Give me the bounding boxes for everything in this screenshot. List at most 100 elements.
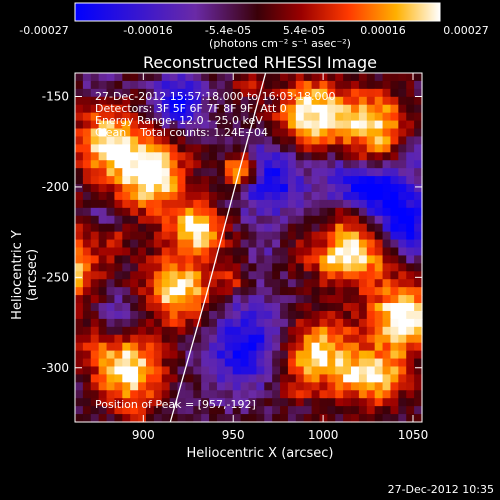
heatmap-cell <box>303 231 313 241</box>
heatmap-cell <box>209 104 218 114</box>
heatmap-cell <box>319 128 328 138</box>
heatmap-cell <box>327 80 336 90</box>
heatmap-cell <box>177 144 187 153</box>
heatmap-cell <box>232 120 242 130</box>
heatmap-cell <box>374 374 384 383</box>
heatmap-cell <box>106 144 116 153</box>
heatmap-cell <box>287 326 297 336</box>
heatmap-cell <box>264 160 273 169</box>
heatmap-cell <box>414 176 423 185</box>
heatmap-cell <box>366 160 376 169</box>
heatmap-cell <box>98 80 108 90</box>
heatmap-cell <box>335 168 344 177</box>
heatmap-cell <box>358 390 368 399</box>
heatmap-cell <box>145 382 155 391</box>
heatmap-cell <box>272 263 281 272</box>
heatmap-cell <box>248 414 257 423</box>
heatmap-cell <box>358 374 368 383</box>
heatmap-cell <box>264 215 273 225</box>
heatmap-cell <box>153 334 163 344</box>
heatmap-cell <box>169 358 179 368</box>
heatmap-cell <box>327 390 336 399</box>
heatmap-cell <box>209 247 218 257</box>
heatmap-cell <box>414 88 423 98</box>
heatmap-cell <box>295 350 305 360</box>
heatmap-cell <box>224 96 234 106</box>
heatmap-cell <box>414 223 423 233</box>
heatmap-cell <box>351 310 360 320</box>
heatmap-cell <box>193 152 202 161</box>
heatmap-cell <box>75 88 84 98</box>
heatmap-cell <box>374 342 384 352</box>
heatmap-cell <box>374 128 384 138</box>
heatmap-cell <box>240 231 250 241</box>
heatmap-cell <box>287 358 297 368</box>
heatmap-cell <box>398 215 407 225</box>
heatmap-cell <box>327 303 336 312</box>
heatmap-cell <box>295 287 305 296</box>
heatmap-cell <box>153 406 163 415</box>
heatmap-cell <box>122 231 131 241</box>
heatmap-cell <box>177 358 187 368</box>
heatmap-cell <box>106 104 116 114</box>
heatmap-cell <box>224 414 234 423</box>
heatmap-cell <box>193 263 202 272</box>
heatmap-cell <box>327 295 336 304</box>
heatmap-cell <box>303 160 313 169</box>
heatmap-cell <box>209 279 218 288</box>
heatmap-cell <box>145 390 155 399</box>
heatmap-cell <box>82 398 92 407</box>
heatmap-cell <box>169 263 179 272</box>
heatmap-cell <box>240 199 250 209</box>
heatmap-cell <box>185 239 194 249</box>
heatmap-cell <box>351 160 360 169</box>
heatmap-cell <box>169 247 179 257</box>
heatmap-cell <box>177 342 187 352</box>
heatmap-cell <box>90 271 100 280</box>
heatmap-cell <box>366 334 376 344</box>
heatmap-cell <box>382 406 392 415</box>
heatmap-cell <box>224 287 234 296</box>
heatmap-cell <box>264 398 273 407</box>
heatmap-cell <box>256 350 265 360</box>
heatmap-cell <box>366 406 376 415</box>
heatmap-cell <box>374 414 384 423</box>
colorbar-tick: 5.4e-05 <box>282 24 326 37</box>
x-tick-label: 1000 <box>308 428 339 442</box>
heatmap-cell <box>398 247 407 257</box>
heatmap-cell <box>177 184 187 193</box>
heatmap-cell <box>122 366 131 376</box>
heatmap-cell <box>193 160 202 169</box>
heatmap-cell <box>161 406 171 415</box>
heatmap-cell <box>240 279 250 288</box>
heatmap-cell <box>145 80 155 90</box>
heatmap-cell <box>224 350 234 360</box>
heatmap-cell <box>335 104 344 114</box>
heatmap-cell <box>161 136 171 145</box>
heatmap-cell <box>351 366 360 376</box>
heatmap-cell <box>169 160 179 169</box>
heatmap-cell <box>319 136 328 145</box>
heatmap-cell <box>75 120 84 130</box>
heatmap-cell <box>201 382 210 391</box>
heatmap-cell <box>335 80 344 90</box>
heatmap-cell <box>272 104 281 114</box>
heatmap-cell <box>216 398 226 407</box>
heatmap-cell <box>374 144 384 153</box>
heatmap-cell <box>343 160 352 169</box>
heatmap-cell <box>90 366 100 376</box>
heatmap-cell <box>82 176 92 185</box>
heatmap-cell <box>390 406 399 415</box>
heatmap-cell <box>106 263 116 272</box>
heatmap-cell <box>366 199 376 209</box>
heatmap-cell <box>398 160 407 169</box>
heatmap-cell <box>390 152 399 161</box>
heatmap-cell <box>264 326 273 336</box>
heatmap-cell <box>406 271 415 280</box>
heatmap-cell <box>272 271 281 280</box>
heatmap-cell <box>177 128 187 138</box>
heatmap-cell <box>185 263 194 272</box>
heatmap-cell <box>272 382 281 391</box>
heatmap-cell <box>201 104 210 114</box>
heatmap-cell <box>414 366 423 376</box>
